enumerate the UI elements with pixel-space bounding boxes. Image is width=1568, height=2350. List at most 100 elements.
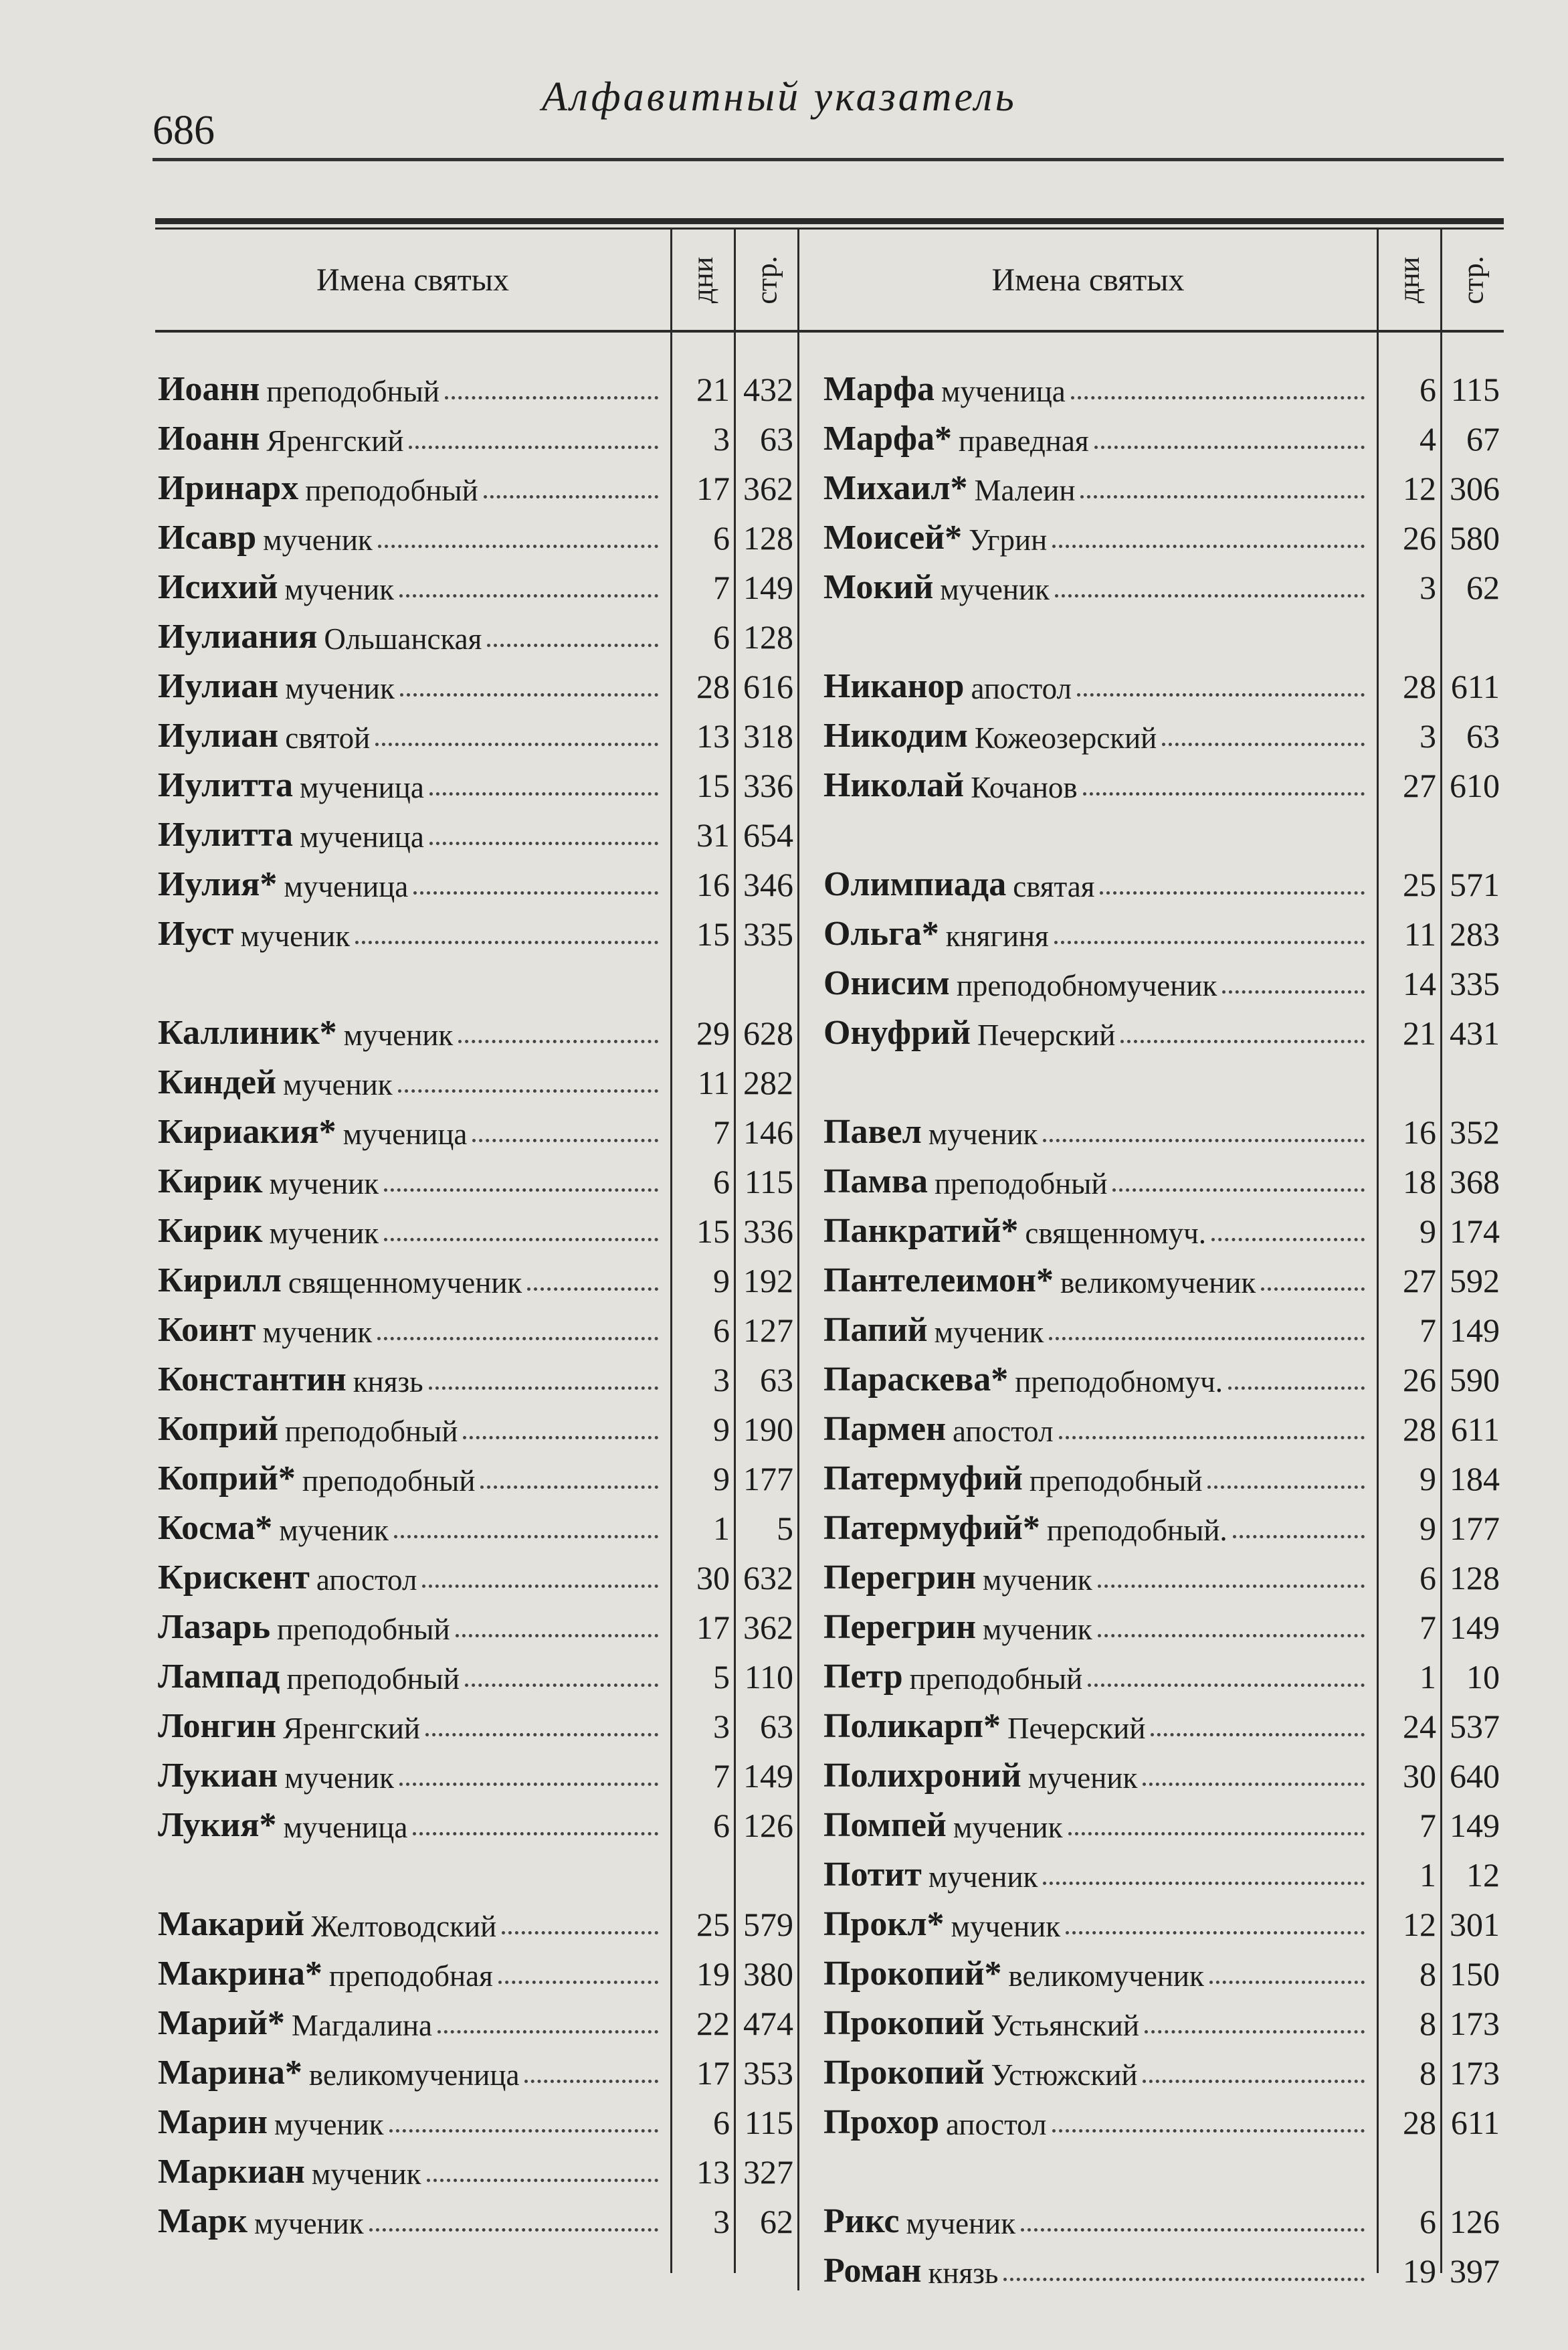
index-entry: Рикс мученик (799, 2191, 1377, 2241)
day-value: 1 (713, 1510, 730, 1547)
saint-description: святой (285, 721, 371, 755)
saint-description: преподобный. (1046, 1514, 1228, 1547)
saint-description: мученик (343, 1018, 454, 1052)
saint-description: Устьянский (991, 2009, 1139, 2042)
index-entry: Папий мученик (799, 1300, 1377, 1350)
index-entry: Полихроний мученик (799, 1746, 1377, 1795)
index-entry: Иулиания Ольшанская (155, 607, 670, 656)
dot-leader (1144, 2030, 1365, 2033)
entry-page: 353 (736, 2043, 797, 2092)
dot-leader (399, 1783, 658, 1786)
day-value: 19 (696, 1955, 730, 1993)
entry-day: 3 (672, 2191, 734, 2241)
dot-leader (369, 2228, 658, 2232)
dot-leader (429, 842, 658, 845)
entry-page: 571 (1442, 854, 1504, 904)
day-value: 4 (1419, 420, 1436, 458)
entry-day: 24 (1379, 1696, 1440, 1746)
entry-page: 432 (736, 359, 797, 409)
saint-name: Маркиан (158, 2153, 305, 2191)
dot-leader (377, 1337, 658, 1340)
index-entry: Пантелеимон* великомученик (799, 1251, 1377, 1300)
dot-leader (428, 1386, 658, 1390)
day-value: 3 (713, 1361, 730, 1398)
entry-page: 173 (1442, 2043, 1504, 2092)
day-value: 6 (713, 618, 730, 656)
entry-day: 5 (672, 1647, 734, 1696)
entry-day: 22 (672, 1993, 734, 2043)
group-spacer (736, 1845, 797, 1894)
entry-page: 362 (736, 1597, 797, 1647)
group-spacer (1379, 1053, 1440, 1102)
dot-leader (1088, 1684, 1365, 1687)
index-entry: Перегрин мученик (799, 1548, 1377, 1597)
saint-description: мученик (263, 523, 373, 557)
page-value: 336 (743, 1212, 793, 1250)
index-entry: Прокопий* великомученик (799, 1944, 1377, 1993)
entry-day: 7 (1379, 1300, 1440, 1350)
day-value: 9 (713, 1262, 730, 1299)
entry-page: 628 (736, 1003, 797, 1053)
saint-description: Малеин (974, 474, 1076, 507)
entry-page: 63 (736, 1350, 797, 1399)
day-value: 6 (713, 1312, 730, 1349)
saint-name: Каллиник* (158, 1014, 337, 1052)
saint-name: Прохор (823, 2103, 940, 2141)
saint-description: великомученица (308, 2058, 520, 2092)
dot-leader (355, 941, 658, 944)
index-entry: Макарий Желтоводский (155, 1894, 670, 1944)
entry-page: 616 (736, 656, 797, 706)
page-value: 380 (743, 1955, 793, 1993)
day-value: 28 (1403, 668, 1436, 705)
entry-day: 29 (672, 1003, 734, 1053)
saint-name: Папий (823, 1311, 928, 1349)
saint-name: Мокий (823, 568, 934, 606)
entry-day: 3 (672, 1350, 734, 1399)
dot-leader (1068, 1832, 1365, 1835)
entry-day: 16 (1379, 1102, 1440, 1152)
entry-page: 632 (736, 1548, 797, 1597)
names-column: Иоанн преподобный Иоанн Яренгский Иринарх пре… (155, 333, 670, 2290)
entry-page: 10 (1442, 1647, 1504, 1696)
days-column: 6 4 12 26 3 28 3 27 25 11 14 21 16 18 9 27 7 26 28 9 9 6 7 1 24 3… (1377, 333, 1440, 2290)
saint-description: преподобномуч. (1015, 1365, 1223, 1398)
day-value: 6 (713, 1163, 730, 1200)
day-value: 5 (713, 1658, 730, 1696)
entry-page: 149 (1442, 1300, 1504, 1350)
page-value: 654 (743, 816, 793, 854)
index-entry: Марфа* праведная (799, 409, 1377, 458)
page-value: 127 (743, 1312, 793, 1349)
saint-description: преподобный (266, 375, 439, 408)
index-entry: Лукия* мученица (155, 1795, 670, 1845)
dot-leader (527, 1287, 658, 1291)
dot-leader (1097, 1634, 1365, 1637)
dot-leader (1209, 1981, 1365, 1984)
dot-leader (1054, 941, 1365, 944)
index-entry: Марина* великомученица (155, 2043, 670, 2092)
saint-name: Марин (158, 2103, 268, 2141)
index-entry: Олимпиада святая (799, 854, 1377, 904)
page-value: 611 (1450, 1411, 1500, 1448)
page-value: 67 (1466, 420, 1500, 458)
page-value: 306 (1450, 470, 1500, 507)
dot-leader (1261, 1287, 1365, 1291)
saint-name: Панкратий* (823, 1212, 1019, 1250)
saint-name: Никанор (823, 667, 965, 705)
entry-page: 301 (1442, 1894, 1504, 1944)
saint-description: мученик (279, 1514, 389, 1547)
dot-leader (483, 495, 658, 499)
saint-name: Перегрин (823, 1558, 976, 1597)
entry-page: 177 (736, 1449, 797, 1498)
index-entry: Иоанн Яренгский (155, 409, 670, 458)
saint-name: Прокопий (823, 2004, 985, 2042)
day-value: 17 (696, 1609, 730, 1646)
pages-column: 115 67 306 580 62 611 63 610 571 283 335 431 352 368 1… (1440, 333, 1504, 2290)
day-value: 3 (713, 1708, 730, 1745)
right-column: Имена святых дни стр. Марфа мученица Марфа… (797, 230, 1504, 2290)
page-value: 63 (760, 420, 793, 458)
dot-leader (458, 1040, 658, 1043)
day-value: 17 (696, 2054, 730, 2092)
dot-leader (1049, 1337, 1365, 1340)
entry-day: 28 (1379, 656, 1440, 706)
entry-day: 31 (672, 805, 734, 854)
